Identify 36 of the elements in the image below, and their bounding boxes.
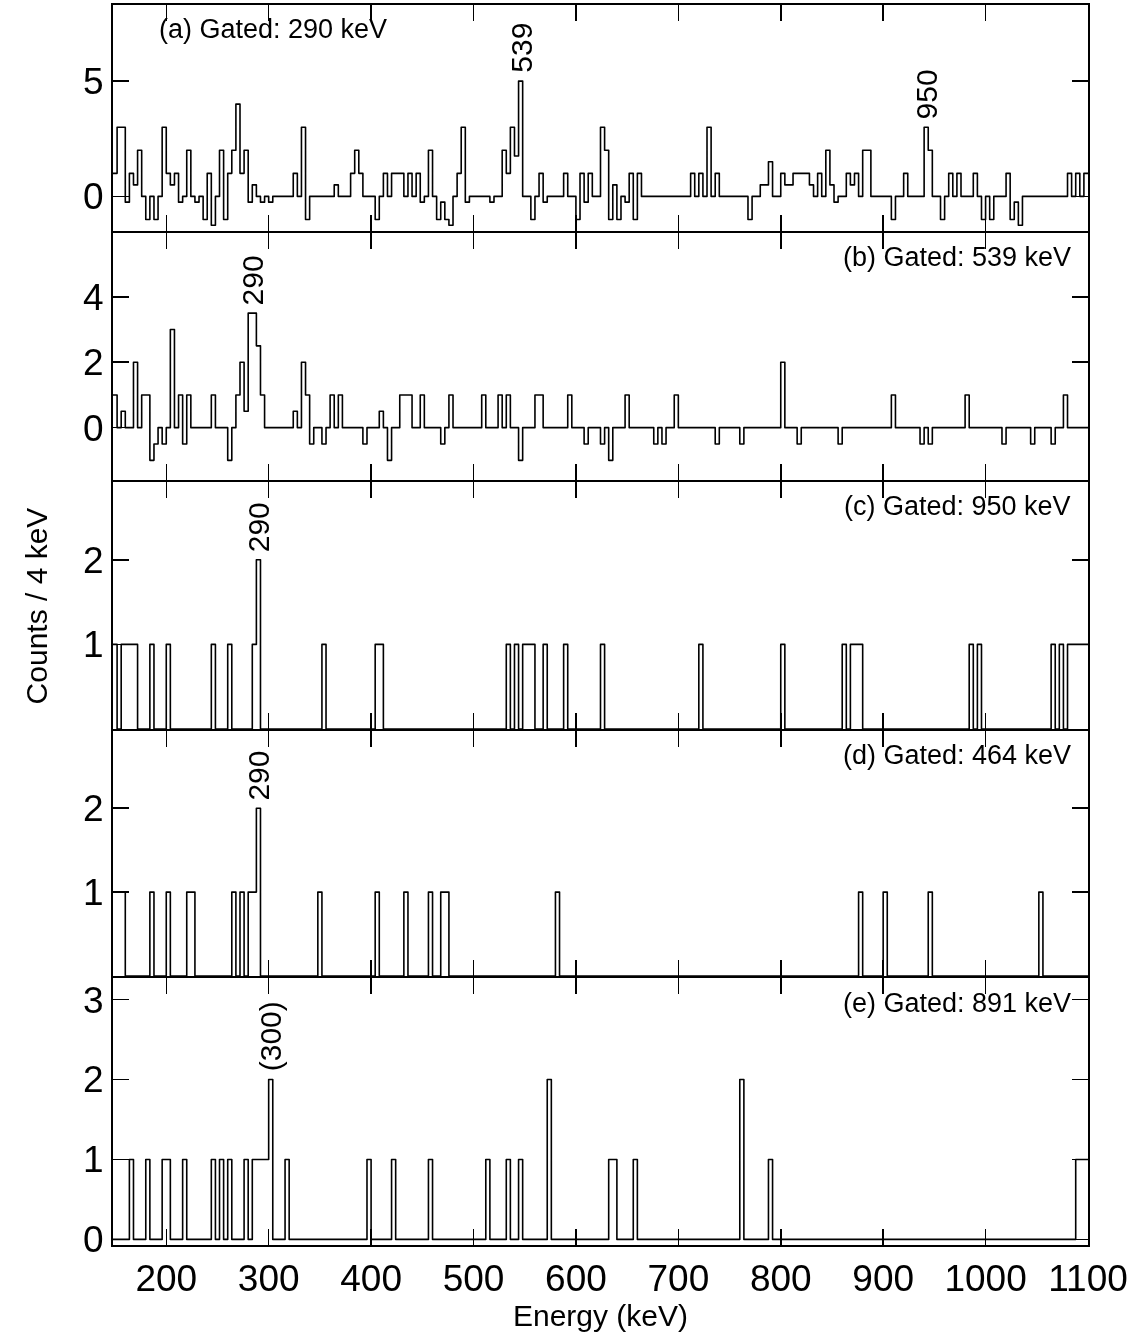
y-tick-label: 4	[83, 276, 104, 318]
chart-title: (c) Gated: 950 keV	[844, 491, 1071, 521]
y-axis-title: Counts / 4 keV	[20, 507, 54, 704]
x-tick-label: 500	[442, 1258, 505, 1300]
y-tick-label: 2	[83, 1059, 104, 1101]
annotation: 950	[909, 69, 943, 120]
x-tick-label: 200	[135, 1258, 198, 1300]
x-tick-label: 400	[340, 1258, 402, 1300]
y-tick-label: 2	[83, 342, 104, 384]
y-tick-label: 1	[83, 624, 104, 666]
x-tick-label: 800	[749, 1258, 812, 1300]
x-tick-label: 600	[545, 1258, 607, 1300]
annotation: (300)	[254, 1001, 288, 1072]
y-tick-label: 0	[83, 176, 104, 218]
x-tick-label: 700	[647, 1258, 710, 1300]
y-tick-label: 2	[83, 539, 104, 581]
y-tick-label: 1	[83, 872, 104, 914]
x-axis-title: Energy (keV)	[512, 1299, 689, 1332]
x-tick-label: 1000	[944, 1258, 1027, 1300]
annotation: 290	[236, 255, 270, 306]
annotation: 539	[504, 22, 538, 73]
chart-title: (b) Gated: 539 keV	[843, 242, 1072, 272]
y-tick-label: 0	[83, 407, 104, 449]
annotation: 290	[241, 502, 275, 553]
y-tick-label: 1	[83, 1139, 104, 1181]
x-tick-label: 300	[237, 1258, 300, 1300]
annotation: 290	[242, 750, 276, 801]
x-tick-label: 1100	[1048, 1258, 1128, 1300]
y-tick-label: 5	[83, 61, 104, 103]
chart-title: (a) Gated: 290 keV	[159, 14, 388, 44]
chart-title: (d) Gated: 464 keV	[843, 740, 1072, 770]
y-tick-label: 3	[83, 979, 104, 1021]
y-tick-label: 2	[83, 788, 104, 830]
x-tick-label: 900	[852, 1258, 915, 1300]
chart-title: (e) Gated: 891 keV	[843, 988, 1072, 1018]
y-tick-label: 0	[83, 1219, 104, 1261]
